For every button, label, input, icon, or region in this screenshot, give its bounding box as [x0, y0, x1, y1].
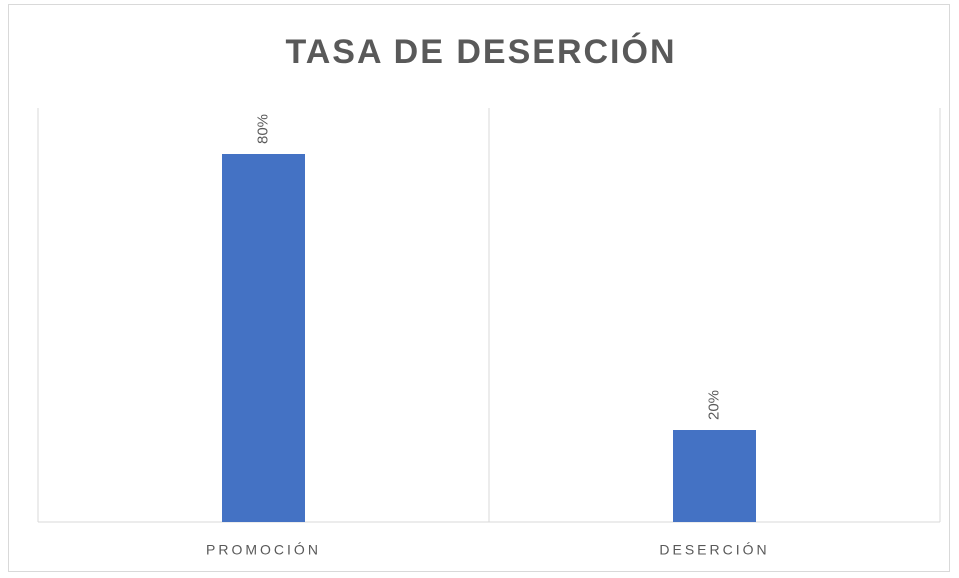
bar [673, 430, 756, 522]
chart-frame [8, 4, 950, 572]
x-tick-label: PROMOCIÓN [206, 542, 321, 558]
data-label: 80% [254, 114, 271, 144]
bar [222, 154, 305, 522]
data-label: 20% [705, 390, 722, 420]
chart-title: TASA DE DESERCIÓN [285, 33, 676, 71]
x-tick-label: DESERCIÓN [659, 542, 769, 558]
